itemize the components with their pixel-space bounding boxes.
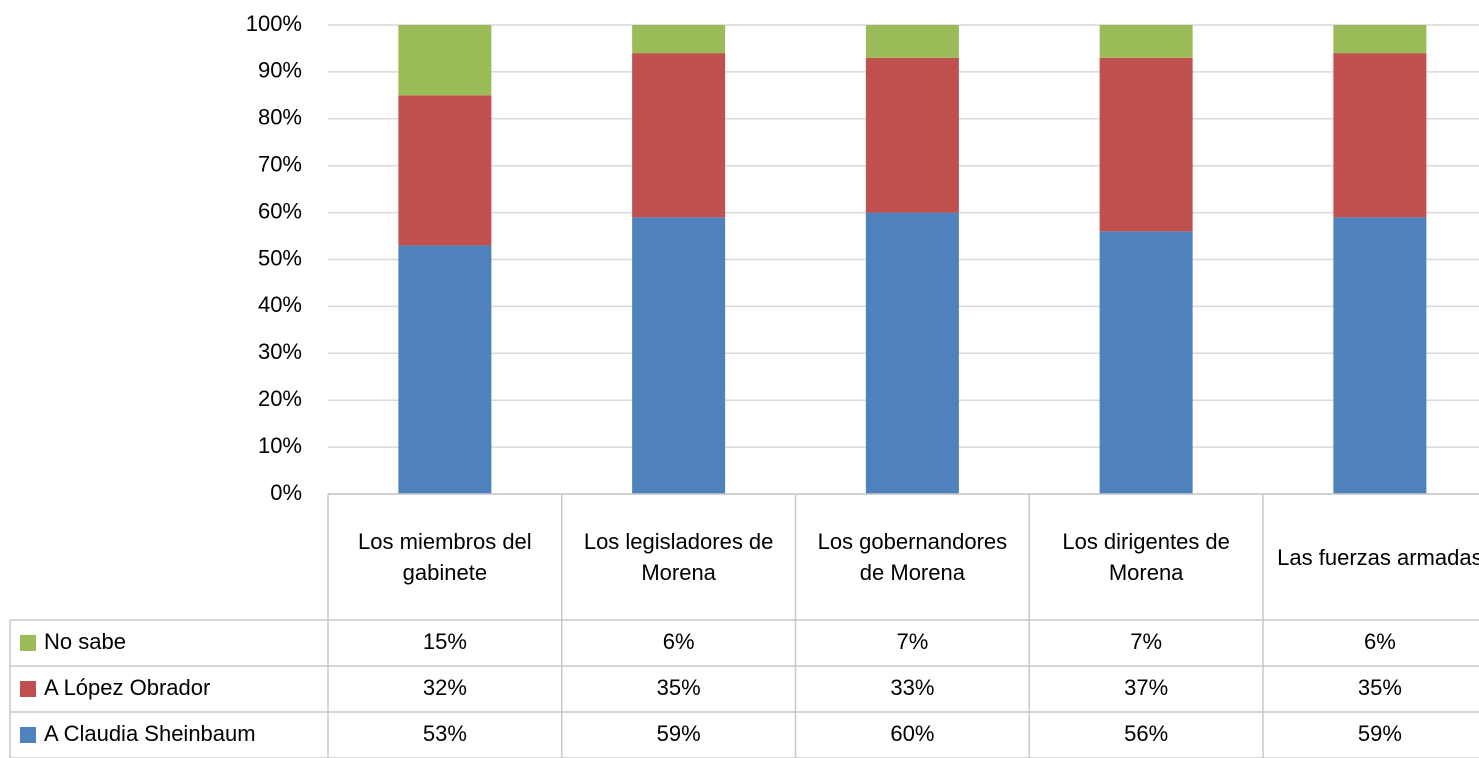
x-tick-label: Los gobernandores de Morena <box>817 529 1008 585</box>
x-tick-label: Los dirigentes de Morena <box>1062 529 1230 585</box>
bar-segment <box>865 212 959 494</box>
bar-segment <box>398 95 492 246</box>
data-label: 59% <box>1358 721 1402 746</box>
bar-segment <box>1333 25 1427 54</box>
data-label: 33% <box>890 675 934 700</box>
bar-segment <box>1099 57 1193 232</box>
data-label: 7% <box>896 629 928 654</box>
data-label: 37% <box>1124 675 1168 700</box>
data-label: 60% <box>890 721 934 746</box>
data-label: 32% <box>423 675 467 700</box>
y-tick-label: 100% <box>246 11 302 36</box>
data-label: 35% <box>1358 675 1402 700</box>
legend-key <box>20 635 36 651</box>
legend-label: A Claudia Sheinbaum <box>44 721 256 746</box>
y-tick-label: 70% <box>258 152 302 177</box>
bar-segment <box>1333 53 1427 218</box>
bar-segment <box>1333 217 1427 495</box>
y-tick-label: 90% <box>258 58 302 83</box>
category-cell: Los dirigentes de Morena <box>1062 529 1230 585</box>
category-cell: Los legisladores de Morena <box>583 529 774 585</box>
data-label: 56% <box>1124 721 1168 746</box>
y-tick-label: 40% <box>258 292 302 317</box>
legend-label: A López Obrador <box>44 675 210 700</box>
bar-segment <box>398 245 492 494</box>
category-cell: Los miembros del gabinete <box>358 529 532 585</box>
data-label: 35% <box>657 675 701 700</box>
x-tick-label: Los legisladores de Morena <box>583 529 774 585</box>
bar-segment <box>632 217 726 495</box>
data-label: 59% <box>657 721 701 746</box>
bar-segment <box>1099 25 1193 58</box>
bar-segment <box>632 25 726 54</box>
y-tick-label: 0% <box>270 480 302 505</box>
bar-segment <box>865 25 959 58</box>
data-label: 7% <box>1130 629 1162 654</box>
data-label: 6% <box>663 629 695 654</box>
category-cell: Las fuerzas armadas <box>1277 544 1479 570</box>
y-tick-label: 50% <box>258 245 302 270</box>
y-tick-label: 80% <box>258 105 302 130</box>
bar-segment <box>1099 231 1193 495</box>
x-tick-label: Las fuerzas armadas <box>1277 544 1479 570</box>
y-tick-label: 30% <box>258 339 302 364</box>
y-tick-label: 20% <box>258 386 302 411</box>
data-label: 6% <box>1364 629 1396 654</box>
bar-segment <box>632 53 726 218</box>
x-tick-label: Los miembros del gabinete <box>358 529 532 585</box>
legend-label: No sabe <box>44 629 126 654</box>
category-cell: Los gobernandores de Morena <box>817 529 1008 585</box>
bar-segment <box>865 57 959 213</box>
data-label: 15% <box>423 629 467 654</box>
y-tick-label: 60% <box>258 198 302 223</box>
y-tick-label: 10% <box>258 433 302 458</box>
legend-key <box>20 681 36 697</box>
bar-segment <box>398 25 492 96</box>
data-label: 53% <box>423 721 467 746</box>
legend-key <box>20 727 36 743</box>
